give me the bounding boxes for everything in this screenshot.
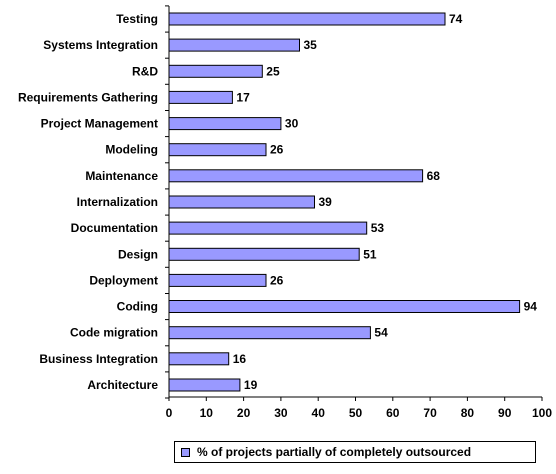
data-label: 17 [236, 90, 250, 104]
bar [168, 90, 233, 104]
category-label: Project Management [41, 117, 158, 131]
data-label: 19 [244, 378, 258, 392]
x-tick-label: 40 [312, 406, 326, 420]
category-label: Business Integration [39, 352, 158, 366]
category-label-group: Testing Systems Integration R&D Requirement… [18, 12, 158, 392]
bar [168, 300, 521, 313]
bar [168, 12, 446, 26]
bar [168, 352, 230, 366]
bar [168, 273, 267, 287]
data-label: 35 [304, 38, 318, 52]
category-label: Systems Integration [43, 38, 158, 52]
x-tick-label: 70 [423, 406, 437, 420]
bar [168, 64, 263, 78]
bar [168, 247, 360, 261]
data-label: 53 [371, 221, 385, 235]
data-label: 68 [427, 169, 441, 183]
x-tick-label: 60 [386, 406, 400, 420]
x-tick-label: 50 [349, 406, 363, 420]
x-tick-label: 100 [532, 406, 552, 420]
category-label: Documentation [71, 221, 158, 235]
legend-swatch [181, 447, 190, 457]
data-label: 54 [374, 326, 388, 340]
bar [168, 38, 300, 52]
bar [168, 378, 241, 392]
data-label: 74 [449, 12, 463, 26]
axes: 0 10 20 30 40 50 60 70 80 90 100 [165, 5, 552, 420]
x-tick-label: 0 [166, 406, 173, 420]
legend: % of projects partially of completely ou… [174, 441, 536, 463]
data-label: 51 [363, 247, 377, 261]
category-label: Internalization [77, 195, 158, 209]
x-tick-label: 20 [237, 406, 251, 420]
legend-label: % of projects partially of completely ou… [197, 445, 472, 459]
data-label: 16 [233, 352, 247, 366]
category-label: Design [118, 247, 158, 261]
x-tick-label: 90 [498, 406, 512, 420]
category-label: Deployment [89, 273, 158, 287]
data-label: 30 [285, 117, 299, 131]
data-label: 26 [270, 273, 284, 287]
bar-group [168, 12, 521, 392]
bar [168, 143, 267, 157]
bar [168, 117, 282, 131]
category-label: Code migration [70, 326, 158, 340]
category-label: Modeling [105, 143, 158, 157]
category-label: Maintenance [85, 169, 158, 183]
category-label: R&D [132, 64, 158, 78]
x-tick-label: 30 [274, 406, 288, 420]
bar [168, 195, 315, 209]
data-label: 26 [270, 143, 284, 157]
category-label: Requirements Gathering [18, 90, 158, 104]
bar [168, 221, 368, 235]
category-label: Testing [116, 12, 158, 26]
data-label: 94 [524, 300, 538, 314]
category-label: Coding [117, 300, 158, 314]
x-tick-label: 10 [200, 406, 214, 420]
data-label: 25 [266, 64, 280, 78]
category-label: Architecture [87, 378, 158, 392]
data-label: 39 [319, 195, 333, 209]
x-tick-label: 80 [461, 406, 475, 420]
bar [168, 326, 371, 340]
bar [168, 169, 424, 183]
